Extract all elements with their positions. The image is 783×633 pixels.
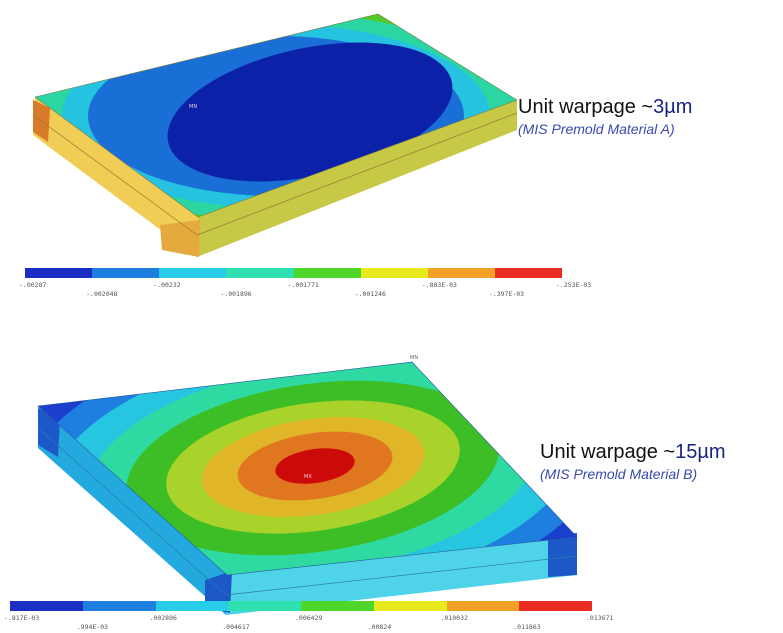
legend-swatch: [360, 268, 428, 278]
legend-tick-label: -.001246: [354, 290, 386, 298]
legend-tick-label: -.00232: [153, 281, 181, 289]
warpage-value: 3µm: [653, 96, 693, 118]
legend-tick-label: -.001896: [220, 290, 252, 298]
legend-swatch: [10, 601, 83, 611]
legend-swatch: [494, 268, 562, 278]
plate-corner-right: [548, 533, 577, 577]
legend-tick-label: -.397E-03: [488, 290, 525, 298]
plate-side-left: [33, 97, 198, 257]
legend-swatch: [373, 601, 447, 611]
legend-tick-label: -.803E-03: [421, 281, 457, 289]
max-marker: MX: [304, 474, 312, 480]
legend-tick-label: .00824: [367, 623, 392, 631]
legend-swatch: [446, 601, 520, 611]
legend-swatch: [519, 601, 592, 611]
warpage-value: 15µm: [675, 441, 726, 463]
legend-tick-label: .006429: [295, 614, 323, 622]
plate-side-front: [197, 100, 517, 257]
legend-tick-label: .002806: [149, 614, 177, 622]
plate-side-left: [38, 406, 227, 615]
legend-swatch: [82, 601, 156, 611]
legend-tick-label: -.253E-03: [556, 281, 592, 289]
legend-tick-label: -.001771: [287, 281, 319, 289]
legend-swatch: [226, 268, 294, 278]
min-marker: MN: [410, 355, 418, 361]
simulation-panel-material-b: MX MN Unit warpage ~15µm (MIS Premold Ma…: [0, 345, 783, 633]
legend-tick-label: .011863: [513, 623, 541, 631]
warpage-contour-plot-b: MX MN: [37, 355, 578, 615]
legend-swatch: [92, 268, 160, 278]
color-legend-bar: [10, 601, 592, 611]
legend-swatch: [25, 268, 93, 278]
caption-material-b: Unit warpage ~15µm (MIS Premold Material…: [540, 441, 726, 482]
color-legend-bar: [25, 268, 562, 278]
legend-tick-label: .994E-03: [76, 623, 109, 631]
legend-tick-label: .013671: [586, 614, 614, 622]
plate-corner-front: [160, 220, 200, 257]
legend-swatch: [228, 601, 301, 611]
legend-tick-label: -.00287: [19, 281, 47, 289]
legend-swatch: [293, 268, 361, 278]
min-marker: MN: [189, 104, 197, 110]
legend-swatch: [155, 601, 229, 611]
warpage-label: Unit warpage ~: [540, 441, 676, 463]
legend-swatch: [301, 601, 374, 611]
legend-tick-label: -.817E-03: [4, 614, 40, 622]
simulation-panel-material-a: MN Unit warpage ~3µm (MIS Premold Materi…: [0, 0, 783, 310]
legend-tick-label: .004617: [222, 623, 250, 631]
legend-tick-label: .010032: [440, 614, 468, 622]
plate-side-front: [226, 537, 577, 615]
legend-swatch: [159, 268, 227, 278]
material-label: (MIS Premold Material A): [518, 121, 675, 137]
legend-tick-label: -.002048: [86, 290, 118, 298]
warpage-label: Unit warpage ~: [518, 96, 654, 118]
legend-swatch: [427, 268, 495, 278]
material-label: (MIS Premold Material B): [540, 466, 698, 482]
warpage-contour-plot-a: MN: [32, 13, 518, 257]
caption-material-a: Unit warpage ~3µm (MIS Premold Material …: [518, 96, 692, 137]
